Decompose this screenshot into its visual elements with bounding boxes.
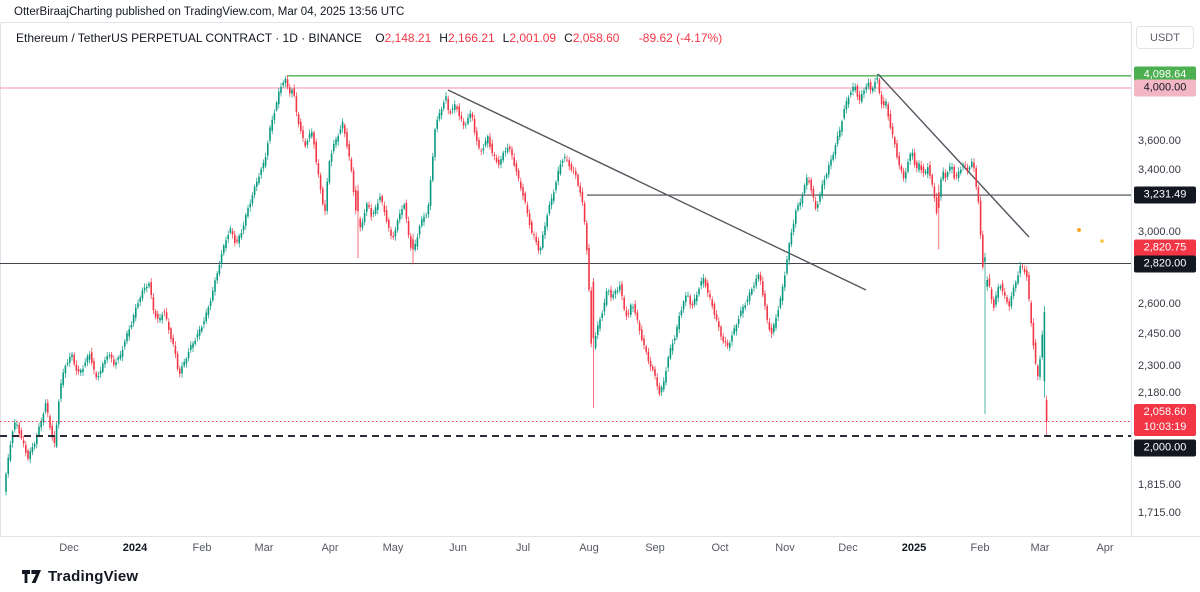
time-axis-label: Mar xyxy=(254,542,274,554)
price-badge: 4,098.64 xyxy=(1134,66,1196,84)
time-axis-label: Nov xyxy=(775,542,795,554)
price-axis-label: 3,600.00 xyxy=(1138,134,1181,147)
time-axis-label: May xyxy=(382,542,404,554)
time-axis-label: Oct xyxy=(711,542,729,554)
chart-marker-dot xyxy=(1100,239,1104,243)
time-axis-label: Apr xyxy=(321,542,339,554)
time-axis-label: Feb xyxy=(970,542,990,554)
up-candle-bodies xyxy=(5,77,1046,492)
candles xyxy=(5,74,1048,496)
time-axis[interactable]: Dec 2024 Feb Mar Apr May Jun Jul Aug Sep Oct Nov Dec… xyxy=(0,536,1200,560)
price-axis-label: 1,715.00 xyxy=(1138,507,1181,520)
price-axis-label: 3,400.00 xyxy=(1138,163,1181,176)
ohlc-l: L2,001.09 xyxy=(502,31,557,45)
chart-marker-dot xyxy=(1077,228,1081,232)
time-axis-label: Feb xyxy=(192,542,212,554)
time-axis-label: 2025 xyxy=(901,542,927,554)
price-axis[interactable] xyxy=(1131,22,1199,536)
candlestick-chart[interactable] xyxy=(0,22,1131,536)
descending-trendline-2[interactable] xyxy=(877,73,1030,238)
price-axis-label: 3,000.00 xyxy=(1138,226,1181,239)
time-axis-label: Jul xyxy=(515,542,531,554)
price-axis-label: 2,600.00 xyxy=(1138,298,1181,311)
price-badge: 2,000.00 xyxy=(1134,439,1196,457)
price-axis-label: 1,815.00 xyxy=(1138,478,1181,491)
tradingview-icon xyxy=(22,570,41,583)
chart-legend: Ethereum / TetherUS PERPETUAL CONTRACT ·… xyxy=(16,31,722,45)
price-badge: 4,000.00 xyxy=(1134,79,1196,97)
price-axis-label: 2,180.00 xyxy=(1138,386,1181,399)
price-badge: 2,058.60 10:03:19 xyxy=(1134,404,1196,436)
time-axis-label: Dec xyxy=(838,542,858,554)
time-axis-label: Aug xyxy=(579,542,599,554)
ohlc-o: O2,148.21 xyxy=(375,31,432,45)
tradingview-logo-link[interactable]: TradingView xyxy=(22,568,138,585)
time-axis-label: Sep xyxy=(645,542,665,554)
price-axis-label: 2,300.00 xyxy=(1138,359,1181,372)
price-badge: 2,820.00 xyxy=(1134,255,1196,273)
time-axis-label: Apr xyxy=(1096,542,1114,554)
price-badge: 3,231.49 xyxy=(1134,186,1196,204)
price-axis-label: 2,450.00 xyxy=(1138,328,1181,341)
footer-bar: TradingView xyxy=(0,559,1200,592)
snapshot-attribution: OtterBiraajCharting published on Trading… xyxy=(14,6,405,18)
symbol-title: Ethereum / TetherUS PERPETUAL CONTRACT ·… xyxy=(16,31,362,45)
countdown-timer: 10:03:19 xyxy=(1143,421,1187,433)
price-change: -89.62 (-4.17%) xyxy=(638,31,723,45)
time-axis-label: Dec xyxy=(59,542,79,554)
time-axis-label: 2024 xyxy=(122,542,148,554)
price-badge: 2,820.75 xyxy=(1134,239,1196,257)
time-axis-label: Jun xyxy=(449,542,467,554)
quote-currency-label: USDT xyxy=(1136,26,1194,49)
ohlc-h: H2,166.21 xyxy=(439,31,495,45)
descending-trendline-1[interactable] xyxy=(447,89,867,291)
time-axis-label: Mar xyxy=(1030,542,1050,554)
down-candle-bodies xyxy=(18,79,1048,459)
tradingview-wordmark: TradingView xyxy=(48,568,139,585)
ohlc-c: C2,058.60 xyxy=(564,31,620,45)
ohlc-values: O2,148.21 H2,166.21 L2,001.09 C2,058.60 xyxy=(375,31,627,45)
